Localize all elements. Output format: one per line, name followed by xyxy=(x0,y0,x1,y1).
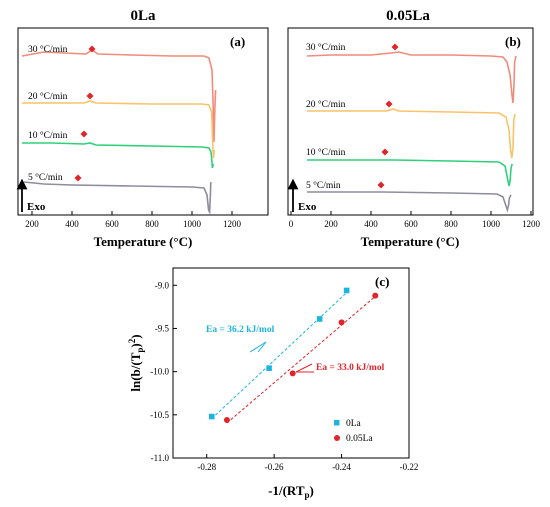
x-tick-label: 600 xyxy=(404,219,418,229)
point-0la xyxy=(266,365,272,371)
panel-b-rate-10: 10 °C/min xyxy=(306,147,346,158)
panel-c-ea-0la: Ea = 36.2 kJ/mol xyxy=(206,325,275,335)
y-tick-label: -10.5 xyxy=(150,410,169,420)
panel-c-ea-005la-pointer xyxy=(295,363,314,373)
a-curve-30 xyxy=(21,49,217,143)
panel-a-rate-10: 10 °C/min xyxy=(28,130,68,141)
x-tick-label: -0.22 xyxy=(400,462,419,472)
x-tick-label: 1000 xyxy=(183,219,202,229)
x-tick-label: 800 xyxy=(444,219,458,229)
panel-c-data-points xyxy=(208,287,379,423)
panel-a-exo-label: Exo xyxy=(27,201,46,213)
x-tick-label: 1200 xyxy=(522,219,541,229)
panel-a-frame xyxy=(17,27,269,216)
b-curve-5 xyxy=(307,191,512,213)
point-0la xyxy=(208,413,215,420)
x-tick-label: 400 xyxy=(65,219,79,229)
panel-b-curves xyxy=(306,51,517,213)
panel-c-frame xyxy=(172,267,410,459)
panel-a-rate-30: 30 °C/min xyxy=(28,44,68,55)
panel-a-peak-markers xyxy=(74,45,96,182)
panel-a-rate-20: 20 °C/min xyxy=(28,91,68,102)
legend-005la-label: 0.05La xyxy=(346,434,373,444)
legend-0la-swatch xyxy=(334,420,340,426)
panel-a-title: 0La xyxy=(130,8,156,24)
panel-a-curves xyxy=(21,49,217,216)
panel-c-legend: 0La 0.05La xyxy=(334,419,373,444)
panel-a: 0La (a) 30 °C/min 20 °C/min 10 °C/min 5 … xyxy=(16,8,269,249)
y-tick-label: -9.0 xyxy=(155,280,170,290)
panel-c-y-axis-label: ln(b/(Tp)2) xyxy=(127,334,145,391)
b-curve-10 xyxy=(307,159,513,187)
y-tick-label: -10.0 xyxy=(150,367,169,377)
x-tick-label: 600 xyxy=(105,219,119,229)
b-curve-30 xyxy=(306,51,517,104)
x-tick-label: 400 xyxy=(364,219,378,229)
panel-b-x-ticks: 0 200 400 600 800 1000 1200 xyxy=(289,211,541,229)
point-0la xyxy=(316,316,323,322)
panel-a-rate-5: 5 °C/min xyxy=(28,172,63,183)
panel-b-peak-markers xyxy=(377,43,399,189)
a-curve-10 xyxy=(22,142,214,169)
point-0la xyxy=(343,287,350,294)
x-tick-label: 200 xyxy=(25,219,39,229)
point-005la xyxy=(372,292,379,299)
panel-b-x-axis-label: Temperature (°C) xyxy=(361,234,460,249)
peak-marker xyxy=(74,174,82,182)
x-tick-label: 1000 xyxy=(482,219,501,229)
a-curve-5 xyxy=(23,181,212,216)
b-curve-20 xyxy=(307,108,516,159)
peak-marker xyxy=(381,148,389,156)
panel-c-ea-005la: Ea = 33.0 kJ/mol xyxy=(316,363,385,373)
legend-005la-swatch xyxy=(334,435,340,441)
panel-b-curve-labels: 30 °C/min 20 °C/min 10 °C/min 5 °C/min xyxy=(306,42,346,191)
peak-marker xyxy=(391,43,399,51)
x-tick-label: 0 xyxy=(289,219,294,229)
panel-a-label: (a) xyxy=(230,34,245,49)
peak-marker xyxy=(86,92,94,100)
panel-b-rate-30: 30 °C/min xyxy=(306,42,346,53)
fit-line-005la xyxy=(226,296,376,424)
panel-c-x-axis-label: -1/(RTp) xyxy=(268,483,314,500)
peak-marker xyxy=(80,130,88,138)
panel-a-x-ticks: 200 400 600 800 1000 1200 xyxy=(25,211,242,229)
point-005la xyxy=(223,417,230,423)
panel-b-exo-label: Exo xyxy=(298,201,317,213)
panel-b-title: 0.05La xyxy=(386,8,430,24)
panel-b-rate-5: 5 °C/min xyxy=(306,180,341,191)
panel-b-rate-20: 20 °C/min xyxy=(306,99,346,110)
point-005la xyxy=(338,319,345,326)
legend-0la-label: 0La xyxy=(346,419,362,429)
y-tick-label: -9.5 xyxy=(155,323,170,333)
panel-c-x-ticks: -0.28 -0.26 -0.24 -0.22 xyxy=(197,454,418,472)
x-tick-label: -0.24 xyxy=(332,462,351,472)
panel-a-curve-labels: 30 °C/min 20 °C/min 10 °C/min 5 °C/min xyxy=(28,44,68,183)
peak-marker xyxy=(88,45,96,53)
panel-c-label: (c) xyxy=(375,274,389,289)
panel-c-fit-lines xyxy=(211,292,376,424)
panel-a-x-axis-label: Temperature (°C) xyxy=(94,234,193,249)
panel-c-ea-0la-pointer xyxy=(249,341,267,353)
x-tick-label: -0.28 xyxy=(197,462,216,472)
panel-b-label: (b) xyxy=(505,34,521,49)
x-tick-label: -0.26 xyxy=(265,462,284,472)
x-tick-label: 1200 xyxy=(223,219,242,229)
panel-c-y-ticks: -9.0 -9.5 -10.0 -10.5 -11.0 xyxy=(150,280,177,463)
panel-c: (c) -9.0-9.5-10.0-10.5-11.0 -0.28 -0.26 -0… xyxy=(127,267,418,500)
x-tick-label: 800 xyxy=(145,219,159,229)
peak-marker xyxy=(385,100,393,108)
peak-marker xyxy=(377,181,385,189)
panel-b: 0.05La (b) 30 °C/min 20 °C/min 10 °C/min… xyxy=(287,8,541,249)
point-005la xyxy=(289,370,296,377)
y-tick-label: -11.0 xyxy=(151,453,170,463)
x-tick-label: 200 xyxy=(324,219,338,229)
a-curve-20 xyxy=(22,100,215,159)
fit-line-0la xyxy=(211,292,347,419)
